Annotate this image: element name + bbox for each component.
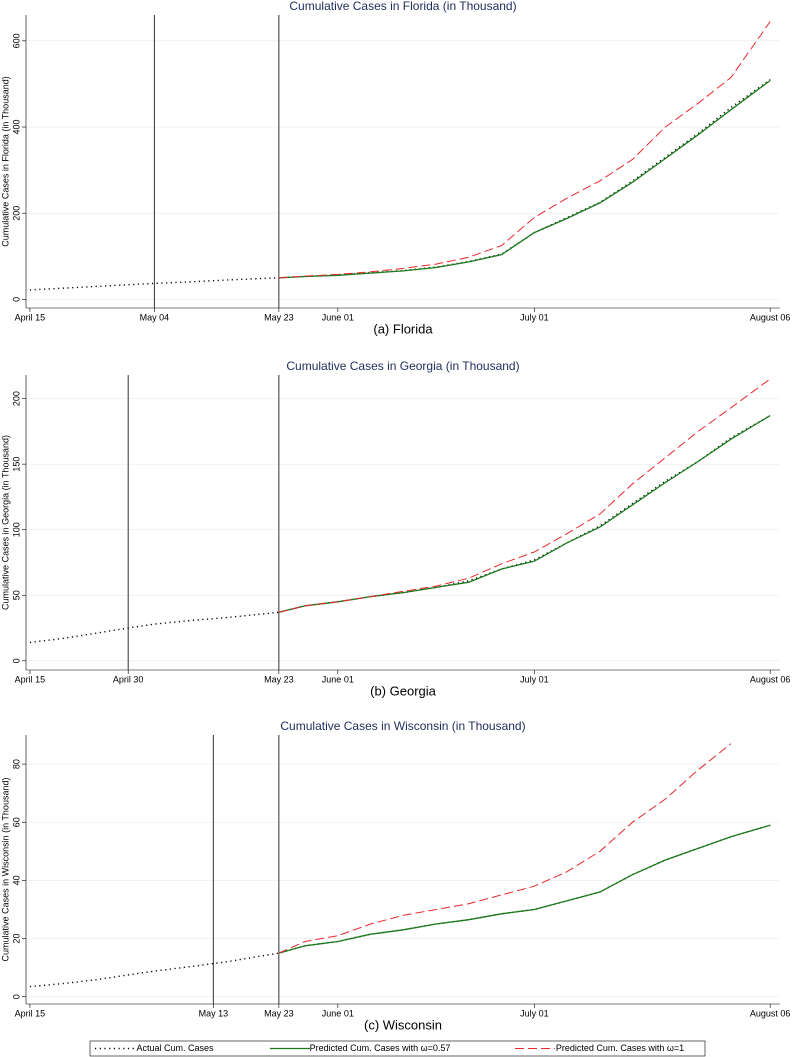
y-tick-label: 0 (11, 994, 21, 999)
y-tick-label: 100 (11, 522, 21, 537)
series-line (29, 414, 771, 644)
caption: (a) Florida (373, 321, 433, 336)
y-tick-label: 20 (11, 934, 21, 944)
x-tick-label: May 23 (264, 674, 294, 684)
caption: (c) Wisconsin (364, 1017, 442, 1032)
x-tick-label: June 01 (322, 1008, 354, 1018)
y-tick-label: 80 (11, 759, 21, 769)
y-tick-label: 150 (11, 457, 21, 472)
series-line (29, 824, 771, 988)
caption: (b) Georgia (370, 683, 437, 698)
x-tick-label: May 13 (199, 1008, 229, 1018)
series-line (278, 743, 732, 954)
series-line (278, 415, 771, 613)
x-tick-label: August 06 (750, 312, 791, 322)
y-tick-label: 600 (11, 33, 21, 48)
series-line (278, 79, 771, 279)
y-axis-label: Cumulative Cases in Georgia (in Thousand… (0, 435, 10, 610)
legend-label: Predicted Cum. Cases with ω=0.57 (310, 1043, 451, 1053)
x-tick-label: April 15 (15, 674, 46, 684)
x-tick-label: April 15 (15, 312, 46, 322)
x-tick-label: July 01 (520, 1008, 549, 1018)
y-axis-label: Cumulative Cases in Wisconsin (in Thousa… (0, 778, 10, 962)
chart-title: Cumulative Cases in Florida (in Thousand… (289, 0, 516, 13)
x-tick-label: June 01 (322, 674, 354, 684)
x-tick-label: August 06 (750, 1008, 791, 1018)
x-tick-label: May 23 (264, 1008, 294, 1018)
x-tick-label: May 23 (264, 312, 294, 322)
y-tick-label: 50 (11, 590, 21, 600)
y-tick-label: 40 (11, 875, 21, 885)
x-tick-label: May 04 (140, 312, 170, 322)
y-tick-label: 200 (11, 391, 21, 406)
series-line (278, 21, 771, 279)
x-tick-label: April 15 (15, 1008, 46, 1018)
y-tick-label: 60 (11, 817, 21, 827)
chart-title: Cumulative Cases in Georgia (in Thousand… (286, 359, 519, 373)
x-tick-label: April 30 (113, 674, 144, 684)
series-line (278, 378, 771, 613)
x-tick-label: June 01 (322, 312, 354, 322)
y-tick-label: 0 (11, 297, 21, 302)
legend-label: Predicted Cum. Cases with ω=1 (556, 1043, 684, 1053)
y-tick-label: 0 (11, 658, 21, 663)
x-tick-label: July 01 (520, 312, 549, 322)
x-tick-label: August 06 (750, 674, 791, 684)
series-line (278, 824, 771, 954)
y-tick-label: 200 (11, 206, 21, 221)
y-tick-label: 400 (11, 120, 21, 135)
legend-label: Actual Cum. Cases (136, 1043, 214, 1053)
legend-box (89, 1040, 706, 1057)
x-tick-label: July 01 (520, 674, 549, 684)
series-line (29, 79, 771, 291)
y-axis-label: Cumulative Cases in Florida (in Thousand… (0, 76, 10, 246)
chart-title: Cumulative Cases in Wisconsin (in Thousa… (280, 719, 525, 733)
